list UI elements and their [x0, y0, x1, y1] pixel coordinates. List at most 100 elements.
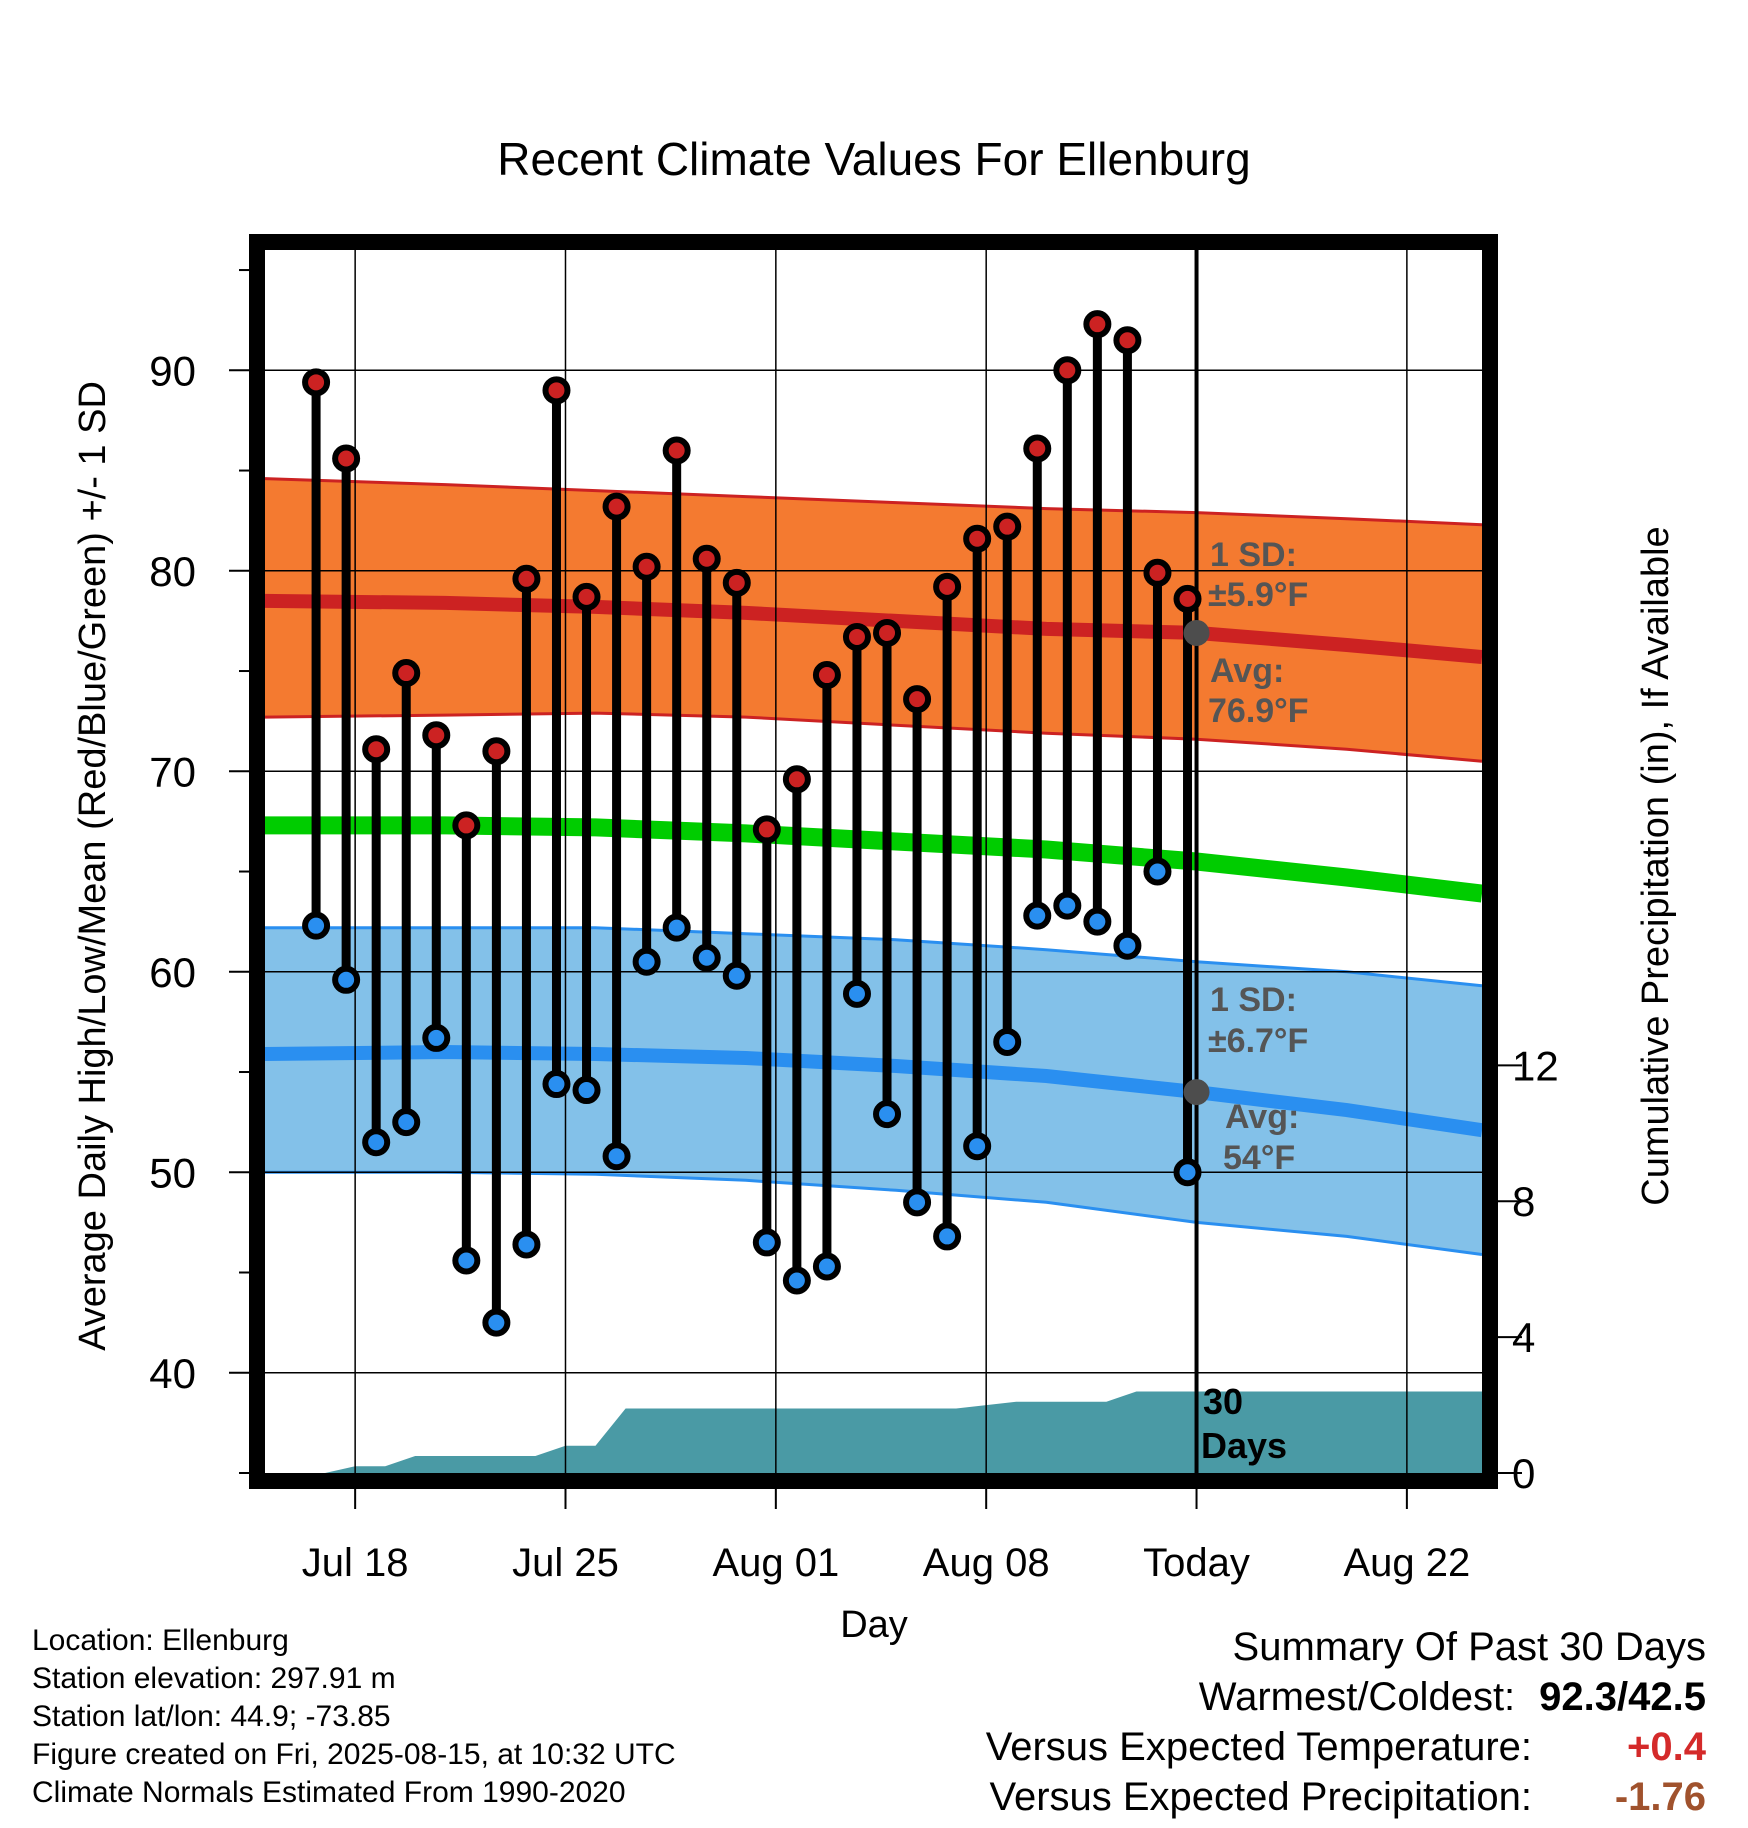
low-point	[1053, 891, 1082, 920]
high-point	[332, 444, 361, 473]
high-point	[422, 721, 451, 750]
high-point	[993, 512, 1022, 541]
low-point	[602, 1142, 631, 1171]
plot-frame	[249, 234, 1498, 1489]
high-point	[632, 552, 661, 581]
today-low-normal-marker	[1183, 1079, 1210, 1106]
chart-title: Recent Climate Values For Ellenburg	[497, 133, 1250, 185]
low-point	[512, 1230, 541, 1259]
summary-warm-cold-label: Warmest/Coldest:	[1198, 1675, 1516, 1719]
summary-warm-cold: Warmest/Coldest: 92.3/42.5	[986, 1672, 1706, 1722]
x-tick-label: Jul 18	[302, 1541, 409, 1585]
y-tick-label: 90	[149, 347, 196, 394]
high-normal-line	[265, 593, 1482, 664]
info-latlon: Station lat/lon: 44.9; -73.85	[32, 1700, 391, 1733]
high-point	[1113, 326, 1142, 355]
high-point	[452, 811, 481, 840]
high-point	[542, 376, 571, 405]
low-point	[842, 979, 871, 1008]
low-point	[933, 1222, 962, 1251]
low-point	[752, 1228, 781, 1257]
high-upper-line	[265, 477, 1482, 527]
station-info: Location: Ellenburg Station elevation: 2…	[32, 1622, 676, 1812]
info-elevation: Station elevation: 297.91 m	[32, 1662, 396, 1695]
low-point	[362, 1128, 391, 1157]
high-point	[1023, 434, 1052, 463]
plot-area	[265, 250, 1482, 1473]
low-avg-label: Avg:	[1225, 1098, 1299, 1136]
summary-panel: Summary Of Past 30 Days Warmest/Coldest:…	[986, 1622, 1706, 1822]
low-point	[542, 1070, 571, 1099]
low-point	[873, 1100, 902, 1129]
x-tick-label: Aug 08	[923, 1541, 1050, 1585]
high-point	[842, 622, 871, 651]
y2-axis-label: Cumulative Precipitation (in), If Availa…	[1635, 526, 1677, 1205]
low-point	[1023, 901, 1052, 930]
high-point	[1143, 558, 1172, 587]
high-avg-label: Avg:	[1210, 652, 1284, 690]
info-created: Figure created on Fri, 2025-08-15, at 10…	[32, 1738, 676, 1771]
y2-tick-label: 0	[1512, 1450, 1535, 1497]
low-point	[782, 1266, 811, 1295]
high-point	[692, 544, 721, 573]
low-point	[993, 1027, 1022, 1056]
low-sd-value: ±6.7°F	[1208, 1022, 1308, 1060]
x-axis-label: Day	[840, 1604, 908, 1646]
low-point	[572, 1076, 601, 1105]
high-lower-line	[265, 711, 1482, 763]
x-tick-label: Jul 25	[512, 1541, 619, 1585]
high-point	[482, 737, 511, 766]
low-point	[722, 961, 751, 990]
y2-tick-label: 12	[1512, 1042, 1559, 1089]
summary-temp-value: +0.4	[1627, 1725, 1706, 1769]
high-point	[873, 618, 902, 647]
high-point	[752, 815, 781, 844]
y-axis-label: Average Daily High/Low/Mean (Red/Blue/Gr…	[72, 381, 114, 1351]
low-point	[903, 1188, 932, 1217]
low-sd-label: 1 SD:	[1210, 981, 1297, 1019]
summary-temp-label: Versus Expected Temperature:	[985, 1725, 1532, 1769]
low-point	[392, 1108, 421, 1137]
high-point	[392, 659, 421, 688]
low-point	[482, 1308, 511, 1337]
info-location: Location: Ellenburg	[32, 1624, 289, 1657]
high-sd-label: 1 SD:	[1210, 536, 1297, 574]
summary-temp: Versus Expected Temperature: +0.4	[986, 1722, 1706, 1772]
low-point	[452, 1246, 481, 1275]
x-tick-label: Today	[1143, 1541, 1250, 1585]
high-point	[662, 436, 691, 465]
period-unit: Days	[1201, 1425, 1287, 1466]
y-tick-label: 70	[149, 748, 196, 795]
high-point	[512, 564, 541, 593]
summary-precip: Versus Expected Precipitation: -1.76	[986, 1772, 1706, 1822]
low-point	[302, 911, 331, 940]
low-point	[1113, 931, 1142, 960]
period-number: 30	[1203, 1381, 1243, 1422]
low-avg-value: 54°F	[1223, 1139, 1295, 1177]
info-normals: Climate Normals Estimated From 1990-2020	[32, 1776, 626, 1809]
y2-tick-label: 4	[1512, 1314, 1535, 1361]
high-point	[782, 765, 811, 794]
y-tick-label: 50	[149, 1149, 196, 1196]
low-point	[1173, 1158, 1202, 1187]
y-tick-label: 80	[149, 548, 196, 595]
high-point	[1173, 584, 1202, 613]
low-point	[812, 1252, 841, 1281]
summary-warm-cold-value: 92.3/42.5	[1539, 1675, 1706, 1719]
low-point	[662, 913, 691, 942]
y-tick-label: 40	[149, 1350, 196, 1397]
high-sd-value: ±5.9°F	[1208, 576, 1308, 614]
precip-area	[265, 1391, 1482, 1473]
summary-precip-value: -1.76	[1614, 1775, 1706, 1819]
high-point	[1083, 310, 1112, 339]
low-point	[332, 965, 361, 994]
y-tick-label: 60	[149, 949, 196, 996]
high-avg-value: 76.9°F	[1208, 692, 1309, 730]
high-point	[963, 524, 992, 553]
high-point	[302, 368, 331, 397]
x-tick-label: Aug 01	[712, 1541, 839, 1585]
high-point	[933, 572, 962, 601]
high-point	[572, 582, 601, 611]
low-point	[1083, 907, 1112, 936]
